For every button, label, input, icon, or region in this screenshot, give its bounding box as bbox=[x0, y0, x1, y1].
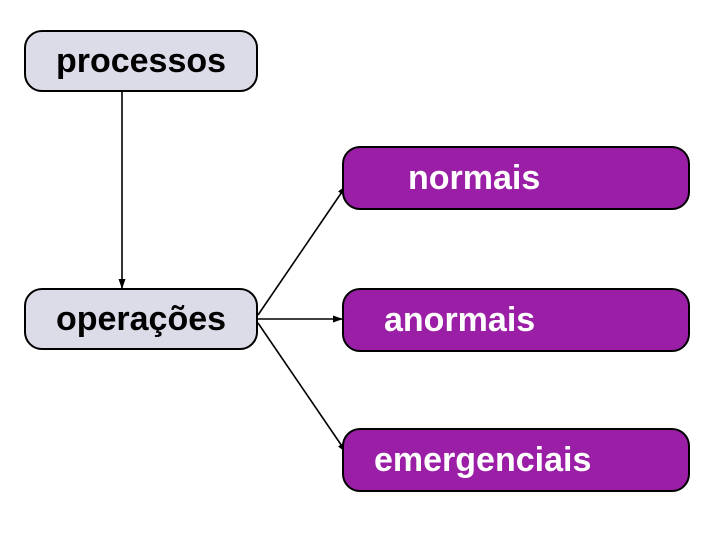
node-anormais-label: anormais bbox=[344, 301, 688, 340]
edge-2 bbox=[258, 186, 346, 315]
node-normais-label: normais bbox=[344, 159, 688, 198]
node-operacoes: operações bbox=[24, 288, 258, 350]
node-anormais: anormais bbox=[342, 288, 690, 352]
node-operacoes-label: operações bbox=[26, 300, 256, 339]
node-emergenciais: emergenciais bbox=[342, 428, 690, 492]
node-emergenciais-label: emergenciais bbox=[344, 441, 688, 480]
node-normais: normais bbox=[342, 146, 690, 210]
node-processos-label: processos bbox=[26, 42, 256, 81]
node-processos: processos bbox=[24, 30, 258, 92]
diagram-canvas: processos operações normais anormais eme… bbox=[0, 0, 720, 540]
edge-3 bbox=[258, 323, 346, 452]
